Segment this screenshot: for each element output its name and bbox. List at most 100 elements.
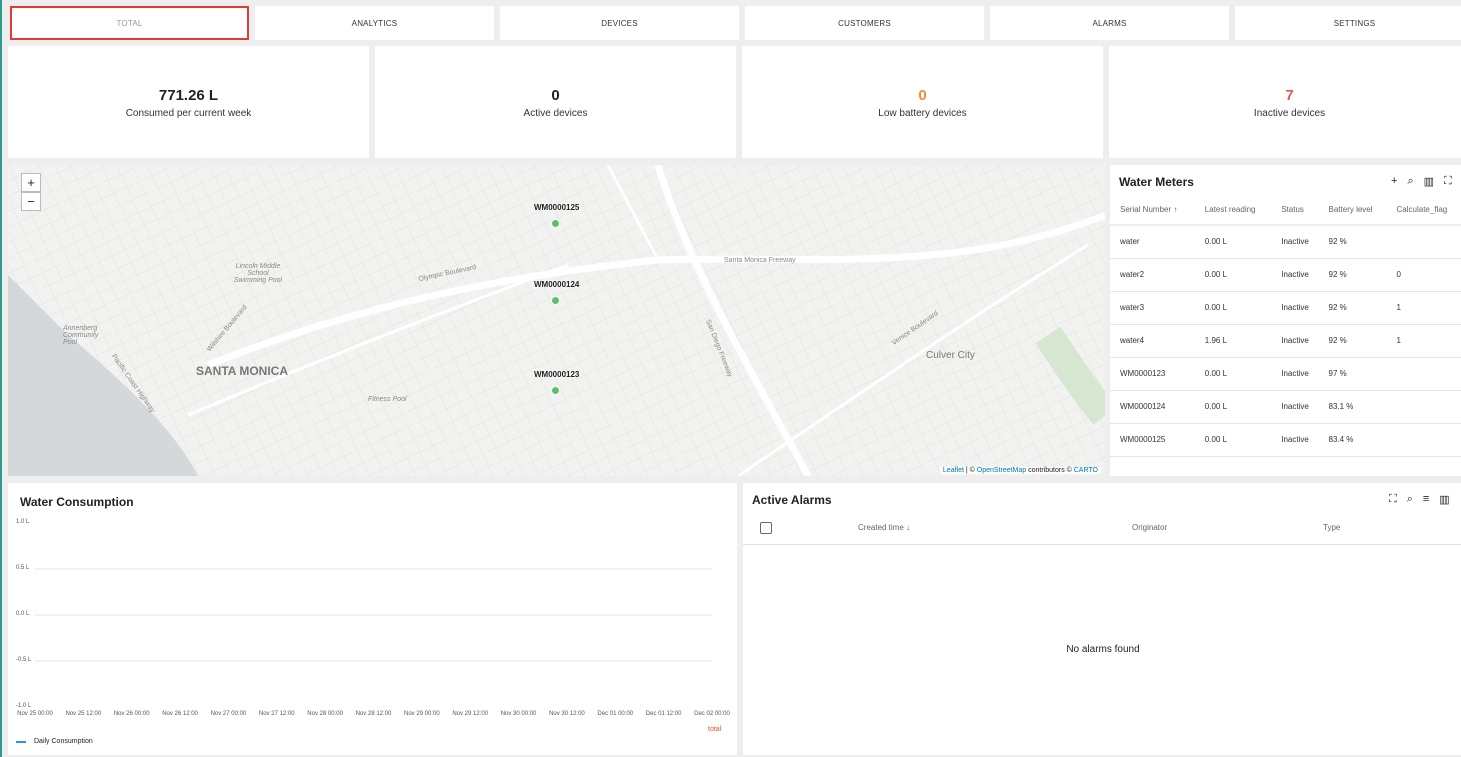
active-alarms-panel: Active Alarms ⛶ ⌕ ≡ ▥ Created time ↓ Ori… xyxy=(743,483,1461,755)
device-marker[interactable] xyxy=(551,219,560,228)
column-type[interactable]: Type xyxy=(1323,523,1341,532)
table-row[interactable]: water4 1.96 L Inactive 92 % 1 xyxy=(1110,324,1461,358)
water-meters-table: Serial Number ↑ Latest reading Status Batte… xyxy=(1110,195,1461,457)
table-cell: 92 % xyxy=(1318,225,1387,259)
column-header[interactable]: Latest reading xyxy=(1194,195,1272,226)
add-icon[interactable]: + xyxy=(1391,175,1398,187)
table-row[interactable]: water2 0.00 L Inactive 92 % 0 xyxy=(1110,258,1461,292)
table-cell: 0.00 L xyxy=(1194,291,1272,325)
table-cell: 0.00 L xyxy=(1194,357,1272,391)
table-cell: 92 % xyxy=(1318,324,1387,358)
y-tick-label: 0.5 L xyxy=(16,565,30,571)
column-created-time[interactable]: Created time ↓ xyxy=(858,523,911,532)
legend-swatch xyxy=(16,740,26,743)
search-icon[interactable]: ⌕ xyxy=(1406,493,1413,505)
no-alarms-message: No alarms found xyxy=(1066,644,1140,655)
table-row[interactable]: WM0000123 0.00 L Inactive 97 % xyxy=(1110,357,1461,391)
table-cell xyxy=(1386,390,1461,424)
stat-value: 0 xyxy=(918,87,927,104)
table-cell: 83.4 % xyxy=(1318,423,1387,457)
table-row[interactable]: WM0000125 0.00 L Inactive 83.4 % xyxy=(1110,423,1461,457)
table-cell: 92 % xyxy=(1318,258,1387,292)
alarms-table-header: Created time ↓ Originator Type xyxy=(743,511,1461,545)
tab-customers[interactable]: CUSTOMERS xyxy=(745,6,984,40)
table-cell: 92 % xyxy=(1318,291,1387,325)
x-tick-label: Nov 28 12:00 xyxy=(355,711,392,717)
stat-value: 7 xyxy=(1285,87,1294,104)
tab-total[interactable]: TOTAL xyxy=(10,6,249,40)
x-tick-label: Nov 27 12:00 xyxy=(258,711,295,717)
marker-label: WM0000125 xyxy=(534,203,580,212)
tab-settings[interactable]: SETTINGS xyxy=(1235,6,1461,40)
map[interactable]: + − SANTA MONICA Culver City Lincoln Mid… xyxy=(8,165,1105,476)
map-tiles xyxy=(8,165,1105,476)
tab-devices[interactable]: DEVICES xyxy=(500,6,739,40)
panel-title: Water Meters xyxy=(1119,175,1194,189)
place-label: Annenberg Community Pool xyxy=(63,325,99,346)
table-cell xyxy=(1386,423,1461,457)
table-cell: 0 xyxy=(1386,258,1461,292)
zoom-out-button[interactable]: − xyxy=(21,192,41,211)
table-cell: Inactive xyxy=(1271,357,1319,391)
marker-label: WM0000124 xyxy=(534,280,580,289)
x-tick-label: Nov 26 12:00 xyxy=(162,711,198,717)
stat-value: 771.26 L xyxy=(158,87,219,104)
x-tick-label: Nov 26 00:00 xyxy=(113,711,150,717)
table-cell: 1 xyxy=(1386,324,1461,358)
x-tick-label: Dec 01 12:00 xyxy=(645,711,682,717)
tab-alarms[interactable]: ALARMS xyxy=(990,6,1229,40)
leaflet-link[interactable]: Leaflet xyxy=(942,467,964,474)
chart-title: Water Consumption xyxy=(20,495,134,509)
x-tick-label: Dec 02 00:00 xyxy=(694,711,730,717)
table-cell: 0.00 L xyxy=(1194,225,1272,259)
table-row[interactable]: WM0000124 0.00 L Inactive 83.1 % xyxy=(1110,390,1461,424)
select-all-checkbox[interactable] xyxy=(760,522,772,534)
table-cell xyxy=(1386,225,1461,259)
panel-title: Active Alarms xyxy=(752,493,832,507)
table-cell: 1.96 L xyxy=(1194,324,1272,358)
table-cell: 97 % xyxy=(1318,357,1387,391)
filter-icon[interactable]: ≡ xyxy=(1422,493,1430,505)
table-cell: 0.00 L xyxy=(1194,390,1272,424)
table-row[interactable]: water3 0.00 L Inactive 92 % 1 xyxy=(1110,291,1461,325)
x-tick-label: Nov 27 00:00 xyxy=(210,711,247,717)
table-cell: Inactive xyxy=(1271,225,1319,259)
y-tick-label: 1.0 L xyxy=(16,519,30,525)
table-cell: Inactive xyxy=(1271,324,1319,358)
columns-icon[interactable]: ▥ xyxy=(1439,494,1450,506)
total-label: total xyxy=(708,726,722,733)
columns-icon[interactable]: ▥ xyxy=(1423,176,1435,188)
table-cell: WM0000124 xyxy=(1110,390,1195,424)
table-cell: 0.00 L xyxy=(1194,423,1272,457)
table-cell: WM0000125 xyxy=(1110,423,1195,457)
fullscreen-icon[interactable]: ⛶ xyxy=(1389,493,1397,505)
column-header[interactable]: Battery level xyxy=(1318,195,1387,226)
zoom-in-button[interactable]: + xyxy=(21,173,41,192)
y-tick-label: 0.0 L xyxy=(16,611,30,617)
column-header[interactable]: Serial Number ↑ xyxy=(1110,195,1195,226)
carto-link[interactable]: CARTO xyxy=(1073,467,1098,474)
y-tick-label: -0.5 L xyxy=(16,657,32,663)
device-marker[interactable] xyxy=(551,386,560,395)
water-meters-panel: Water Meters + ⌕ ▥ ⛶ Serial Number ↑ Late… xyxy=(1110,165,1461,476)
search-icon[interactable]: ⌕ xyxy=(1407,175,1414,187)
table-cell: water xyxy=(1110,225,1195,259)
stat-card: 7 Inactive devices xyxy=(1109,46,1461,158)
table-cell: water4 xyxy=(1110,324,1195,358)
column-originator[interactable]: Originator xyxy=(1132,523,1168,532)
water-consumption-panel: Water Consumption 1.0 L 0.5 L 0.0 L -0.5 L -… xyxy=(8,483,737,755)
stat-label: Inactive devices xyxy=(1253,108,1326,119)
marker-label: WM0000123 xyxy=(534,370,580,379)
stat-card: 771.26 L Consumed per current week xyxy=(8,46,369,158)
table-cell: Inactive xyxy=(1271,291,1319,325)
tab-analytics[interactable]: ANALYTICS xyxy=(255,6,494,40)
place-label: Lincoln Middle School Swimming Pool xyxy=(233,263,283,284)
osm-link[interactable]: OpenStreetMap xyxy=(976,467,1027,474)
fullscreen-icon[interactable]: ⛶ xyxy=(1444,175,1452,187)
column-header[interactable]: Calculate_flag xyxy=(1386,195,1461,226)
place-label: SANTA MONICA xyxy=(196,364,288,378)
device-marker[interactable] xyxy=(551,296,560,305)
table-row[interactable]: water 0.00 L Inactive 92 % xyxy=(1110,225,1461,259)
column-header[interactable]: Status xyxy=(1271,195,1319,226)
chart-legend[interactable]: Daily Consumption xyxy=(16,738,93,745)
